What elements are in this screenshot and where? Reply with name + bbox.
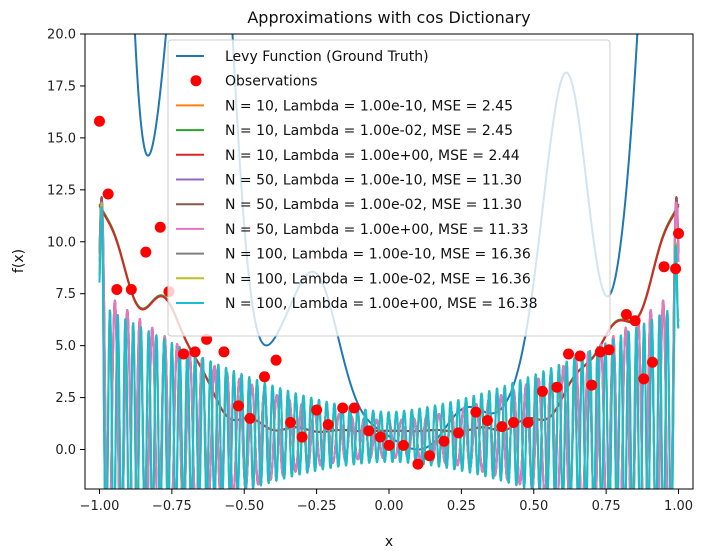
observation-point (470, 406, 482, 418)
observation-points (93, 115, 685, 470)
observation-point (296, 431, 308, 443)
legend-entry: Observations (225, 74, 318, 90)
observation-point (270, 354, 282, 366)
legend-frame (167, 39, 611, 337)
observation-point (259, 371, 271, 383)
observation-point (574, 350, 586, 362)
observation-point (620, 308, 632, 320)
observation-point (348, 402, 360, 414)
observation-point (177, 348, 189, 360)
legend-entry: N = 10, Lambda = 1.00e-10, MSE = 2.45 (225, 98, 513, 114)
legend-entry: N = 10, Lambda = 1.00e-02, MSE = 2.45 (225, 123, 513, 139)
x-axis: −1.00 −0.75 −0.50 −0.25 0.00 0.25 0.50 0.75 1.00 (80, 489, 693, 514)
y-tick-label: 12.5 (47, 183, 76, 198)
chart-title: Approximations with cos Dictionary (247, 8, 530, 27)
x-tick-label: −0.75 (152, 499, 192, 514)
y-tick-label: 10.0 (47, 235, 76, 250)
observation-point (397, 439, 409, 451)
observation-point (603, 344, 615, 356)
observation-point (218, 346, 230, 358)
observation-point (629, 315, 641, 327)
observation-point (285, 417, 297, 429)
observation-point (658, 261, 670, 273)
observation-point (646, 356, 658, 368)
legend-entry: Levy Function (Ground Truth) (225, 49, 429, 65)
observation-point (111, 284, 123, 296)
legend-entry: N = 100, Lambda = 1.00e-02, MSE = 16.36 (225, 271, 531, 287)
legend-entry: N = 50, Lambda = 1.00e+00, MSE = 11.33 (225, 222, 529, 238)
observation-point (438, 435, 450, 447)
observation-point (322, 419, 334, 431)
observation-point (244, 412, 256, 424)
observation-point (496, 421, 508, 433)
observation-point (383, 439, 395, 451)
legend-entry: N = 10, Lambda = 1.00e+00, MSE = 2.44 (225, 148, 520, 164)
observation-point (102, 188, 114, 200)
x-tick-label: −0.50 (224, 499, 264, 514)
y-tick-label: 0.0 (55, 443, 76, 458)
x-axis-label: x (385, 534, 393, 550)
x-tick-label: −0.25 (297, 499, 337, 514)
y-axis: 0.0 2.5 5.0 7.5 10.0 12.5 15.0 17.5 20.0 (47, 28, 85, 458)
x-tick-label: −1.00 (80, 499, 120, 514)
observation-point (363, 425, 375, 437)
observation-point (594, 346, 606, 358)
observation-point (536, 385, 548, 397)
legend: Levy Function (Ground Truth) Observations… (167, 39, 611, 337)
y-tick-label: 2.5 (55, 391, 76, 406)
observation-point (452, 427, 464, 439)
legend-entry: N = 100, Lambda = 1.00e-10, MSE = 16.36 (225, 247, 531, 263)
x-tick-label: 0.25 (447, 499, 476, 514)
observation-point (201, 333, 213, 345)
x-tick-label: 0.50 (519, 499, 548, 514)
y-axis-label: f(x) (11, 249, 27, 273)
observation-point (412, 458, 424, 470)
y-tick-label: 20.0 (47, 28, 76, 43)
x-tick-label: 0.00 (375, 499, 404, 514)
observation-point (522, 417, 534, 429)
y-tick-label: 17.5 (47, 79, 76, 94)
legend-entry: N = 50, Lambda = 1.00e-02, MSE = 11.30 (225, 197, 522, 213)
observation-point (232, 400, 244, 412)
x-tick-label: 1.00 (664, 499, 693, 514)
legend-marker (190, 75, 202, 87)
observation-point (93, 115, 105, 127)
observation-point (337, 402, 349, 414)
observation-point (154, 221, 166, 233)
observation-point (140, 246, 152, 258)
observation-point (670, 263, 682, 275)
observation-point (673, 227, 685, 239)
observation-point (507, 417, 519, 429)
observation-point (586, 379, 598, 391)
observation-point (638, 373, 650, 385)
observation-point (189, 346, 201, 358)
y-tick-label: 7.5 (55, 287, 76, 302)
observation-point (311, 404, 323, 416)
y-tick-label: 5.0 (55, 339, 76, 354)
x-tick-label: 0.75 (592, 499, 621, 514)
observation-point (481, 414, 493, 426)
observation-point (125, 284, 137, 296)
y-tick-label: 15.0 (47, 131, 76, 146)
legend-entry: N = 100, Lambda = 1.00e+00, MSE = 16.38 (225, 296, 537, 312)
observation-point (563, 348, 575, 360)
observation-point (424, 450, 436, 462)
observation-point (551, 381, 563, 393)
legend-entry: N = 50, Lambda = 1.00e-10, MSE = 11.30 (225, 173, 522, 189)
observation-point (374, 431, 386, 443)
